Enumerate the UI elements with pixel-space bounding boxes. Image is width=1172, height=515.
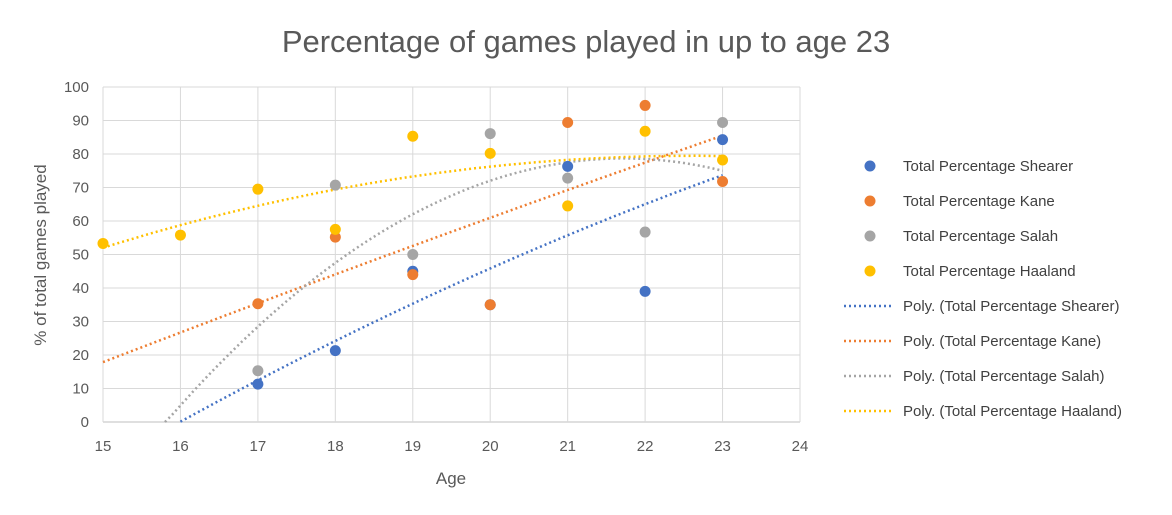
data-point-series-3 xyxy=(562,172,574,184)
legend-label-series-2: Total Percentage Kane xyxy=(903,193,1055,210)
data-point-series-2 xyxy=(717,175,729,187)
tick-labels: 0 10 20 30 40 50 60 70 80 90 100 15 16 17 18 19 20 21 22 23… xyxy=(64,79,808,455)
trendlines xyxy=(102,134,724,423)
data-point-series-4 xyxy=(252,183,264,195)
legend-label-trendline-2: Poly. (Total Percentage Kane) xyxy=(903,333,1101,350)
legend: Total Percentage Shearer Total Percentage… xyxy=(844,158,1122,420)
x-tick-label: 17 xyxy=(250,438,267,455)
trendline-3 xyxy=(164,157,723,423)
legend-label-series-1: Total Percentage Shearer xyxy=(903,158,1073,175)
x-tick-label: 20 xyxy=(482,438,499,455)
x-tick-label: 21 xyxy=(559,438,576,455)
y-tick-label: 60 xyxy=(72,213,89,230)
data-point-series-2 xyxy=(252,298,264,310)
x-tick-label: 23 xyxy=(714,438,731,455)
data-point-series-2 xyxy=(562,117,574,129)
data-point-series-4 xyxy=(484,147,496,159)
legend-label-series-3: Total Percentage Salah xyxy=(903,228,1058,245)
data-point-series-4 xyxy=(407,130,419,142)
y-tick-label: 70 xyxy=(72,180,89,197)
data-point-series-3 xyxy=(252,365,264,377)
data-point-series-3 xyxy=(329,179,341,191)
legend-label-trendline-4: Poly. (Total Percentage Haaland) xyxy=(903,403,1122,420)
legend-label-trendline-3: Poly. (Total Percentage Salah) xyxy=(903,368,1105,385)
data-point-series-1 xyxy=(329,345,341,357)
gridlines xyxy=(102,86,801,423)
data-point-series-4 xyxy=(329,223,341,235)
x-tick-label: 22 xyxy=(637,438,654,455)
data-point-series-4 xyxy=(97,237,109,249)
legend-marker-series-4 xyxy=(864,265,876,277)
x-tick-label: 15 xyxy=(95,438,112,455)
y-tick-label: 90 xyxy=(72,113,89,130)
x-tick-label: 18 xyxy=(327,438,344,455)
data-point-series-2 xyxy=(407,269,419,281)
data-point-series-4 xyxy=(174,229,186,241)
legend-label-series-4: Total Percentage Haaland xyxy=(903,263,1076,280)
data-point-series-1 xyxy=(639,285,651,297)
data-point-series-1 xyxy=(562,160,574,172)
data-point-series-2 xyxy=(639,99,651,111)
data-point-series-3 xyxy=(484,128,496,140)
x-tick-label: 24 xyxy=(792,438,809,455)
trendline-4 xyxy=(102,154,723,249)
data-point-series-4 xyxy=(639,125,651,137)
x-tick-label: 19 xyxy=(404,438,421,455)
y-tick-label: 50 xyxy=(72,247,89,264)
legend-marker-series-1 xyxy=(864,160,876,172)
legend-marker-series-3 xyxy=(864,230,876,242)
data-point-series-2 xyxy=(329,231,341,243)
legend-marker-series-2 xyxy=(864,195,876,207)
trendline-2 xyxy=(102,134,724,364)
chart-title: Percentage of games played in up to age … xyxy=(282,24,890,59)
data-point-series-4 xyxy=(717,154,729,166)
data-point-series-3 xyxy=(717,117,729,129)
y-tick-label: 40 xyxy=(72,280,89,297)
data-point-series-3 xyxy=(639,226,651,238)
data-points xyxy=(97,99,729,390)
legend-label-trendline-1: Poly. (Total Percentage Shearer) xyxy=(903,298,1120,315)
x-axis-label: Age xyxy=(436,469,466,488)
data-point-series-4 xyxy=(562,200,574,212)
y-axis-label: % of total games played xyxy=(31,164,50,345)
data-point-series-3 xyxy=(407,249,419,260)
x-tick-label: 16 xyxy=(172,438,189,455)
data-point-series-1 xyxy=(717,134,729,146)
data-point-series-1 xyxy=(252,378,264,390)
y-tick-label: 20 xyxy=(72,347,89,364)
y-tick-label: 30 xyxy=(72,314,89,331)
y-tick-label: 0 xyxy=(81,414,89,431)
y-tick-label: 10 xyxy=(72,381,89,398)
y-tick-label: 80 xyxy=(72,146,89,163)
y-tick-label: 100 xyxy=(64,79,89,96)
data-point-series-2 xyxy=(484,299,496,311)
